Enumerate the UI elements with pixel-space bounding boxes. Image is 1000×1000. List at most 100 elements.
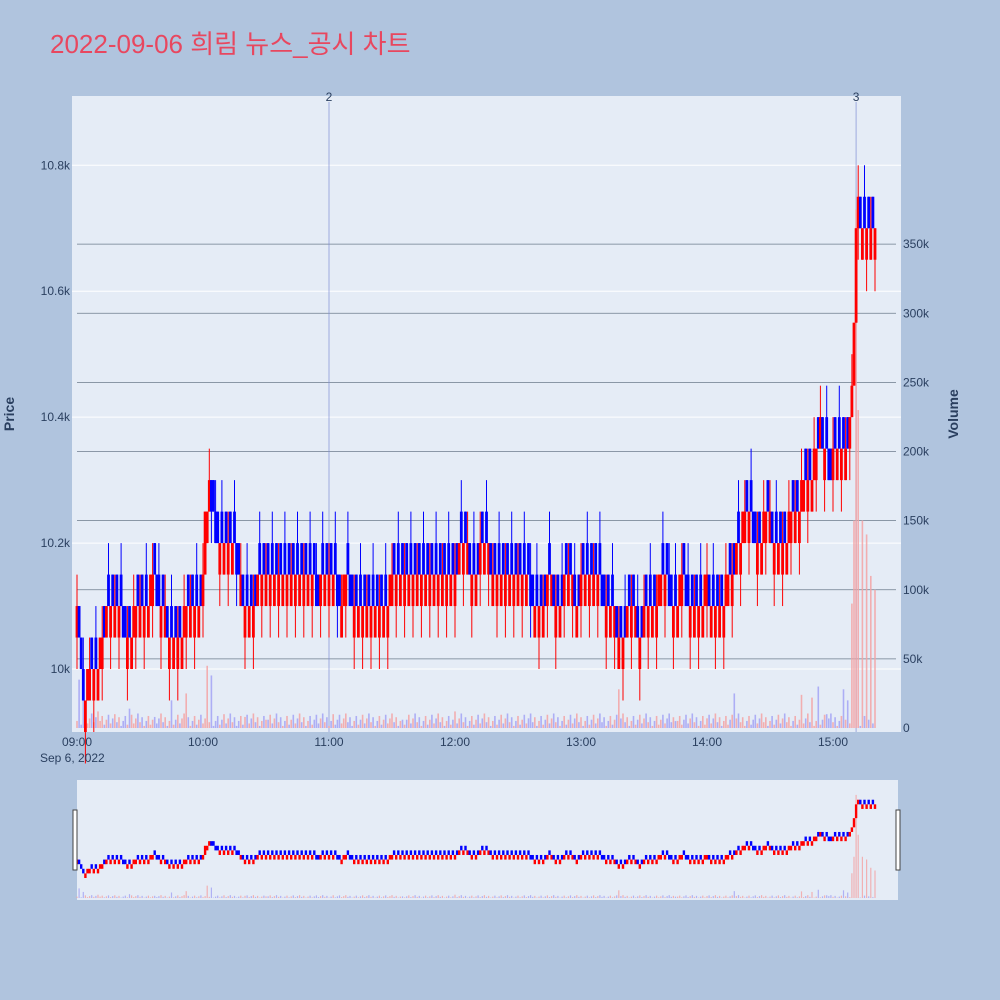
volume-bar xyxy=(492,720,494,728)
slider-volume-bar xyxy=(578,896,580,898)
y-axis-title-price: Price xyxy=(1,397,17,431)
slider-candle xyxy=(180,864,184,869)
candle-body xyxy=(392,543,396,575)
slider-volume-bar xyxy=(712,896,714,898)
candle-body xyxy=(260,574,264,607)
candle-body xyxy=(501,543,505,575)
slider-volume-bar xyxy=(775,896,777,898)
slider-volume-bar xyxy=(809,896,811,898)
volume-bar xyxy=(374,725,376,728)
slider-candle xyxy=(361,859,364,865)
slider-candle xyxy=(101,864,104,869)
volume-bar xyxy=(237,720,240,728)
candle-body xyxy=(75,606,79,638)
volume-bar xyxy=(309,715,311,728)
candle-body xyxy=(424,574,427,607)
candle-body xyxy=(77,606,81,638)
slider-candle xyxy=(798,845,801,851)
slider-volume-bar xyxy=(555,896,557,898)
candle-body xyxy=(575,606,579,638)
slider-volume-bar xyxy=(345,895,347,898)
volume-bar xyxy=(124,715,127,728)
slider-candle xyxy=(770,845,774,851)
candle-body xyxy=(273,574,276,607)
candle-body xyxy=(239,574,243,607)
volume-bar xyxy=(731,714,733,728)
slider-volume-bar xyxy=(656,895,658,898)
volume-bar xyxy=(588,724,591,728)
candle-body xyxy=(394,574,398,607)
range-slider-left-handle[interactable] xyxy=(72,809,78,871)
slider-volume-bar xyxy=(414,895,416,898)
candle-body xyxy=(680,574,684,607)
slider-candle xyxy=(153,850,156,855)
slider-candle xyxy=(474,854,478,860)
candle-body xyxy=(140,574,144,607)
slider-volume-bar xyxy=(695,895,698,898)
range-slider-right-handle[interactable] xyxy=(895,809,901,871)
slider-volume-bar xyxy=(412,896,414,898)
slider-candle xyxy=(852,818,856,828)
slider-candle xyxy=(350,854,354,860)
slider-candle xyxy=(512,854,515,860)
volume-bar xyxy=(872,723,874,728)
candle-body xyxy=(837,417,841,449)
volume-bar xyxy=(506,713,509,728)
slider-volume-bar xyxy=(299,895,301,898)
slider-candle xyxy=(392,850,396,855)
candle-body xyxy=(306,574,310,607)
slider-volume-bar xyxy=(588,897,590,898)
slider-volume-bar xyxy=(494,895,496,898)
slider-candle xyxy=(655,859,658,865)
volume-bar xyxy=(821,719,824,728)
volume-tick-label: 100k xyxy=(903,583,930,597)
volume-bar xyxy=(250,718,253,728)
slider-candle xyxy=(539,854,543,860)
slider-candle xyxy=(674,854,677,860)
main-plot-area[interactable] xyxy=(72,96,901,732)
slider-candle xyxy=(502,850,505,855)
slider-volume-bar xyxy=(162,896,164,898)
volume-bar xyxy=(662,714,664,728)
slider-volume-bar xyxy=(368,895,370,898)
volume-bar xyxy=(643,718,645,728)
slider-volume-bar xyxy=(242,897,244,898)
range-slider[interactable] xyxy=(77,780,898,900)
candle-body xyxy=(233,511,236,544)
slider-candle xyxy=(840,836,843,842)
slider-candle xyxy=(111,854,114,860)
volume-bar xyxy=(851,603,853,728)
slider-volume-bar xyxy=(857,834,859,898)
slider-candle xyxy=(170,859,173,865)
candle-body xyxy=(170,606,173,638)
candle-body xyxy=(130,637,133,670)
slider-volume-bar xyxy=(454,894,456,898)
slider-volume-bar xyxy=(76,896,78,898)
slider-candle xyxy=(695,854,698,860)
slider-volume-bar xyxy=(595,897,597,898)
candle-body xyxy=(174,606,178,638)
candle-body xyxy=(663,574,667,607)
slider-volume-bar xyxy=(517,895,519,898)
slider-volume-bar xyxy=(95,895,97,898)
slider-candle xyxy=(699,854,702,860)
candle-body xyxy=(224,511,228,544)
slider-candle xyxy=(602,854,606,860)
slider-volume-bar xyxy=(131,895,133,898)
volume-bar xyxy=(135,718,137,728)
slider-volume-bar xyxy=(168,896,170,898)
candle-body xyxy=(688,606,692,638)
candle-body xyxy=(281,574,285,607)
candle-body xyxy=(506,543,509,575)
slider-volume-bar xyxy=(286,895,288,898)
slider-volume-bar xyxy=(225,897,227,898)
candle-body xyxy=(340,606,343,638)
slider-candle xyxy=(434,850,438,855)
slider-candle xyxy=(264,854,268,860)
volume-bar xyxy=(636,719,639,728)
slider-candle xyxy=(439,850,442,855)
slider-candle xyxy=(584,854,587,860)
candle-body xyxy=(812,448,816,481)
candle-body xyxy=(848,417,852,449)
